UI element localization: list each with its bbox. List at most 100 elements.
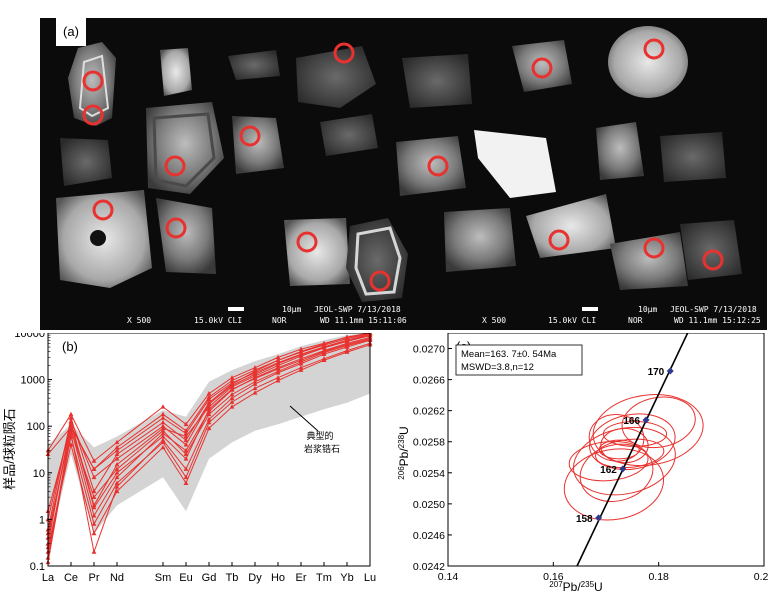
y-tick-label: 0.0262	[413, 406, 445, 418]
ree-data-point	[114, 439, 120, 445]
x-tick-label: 0.18	[648, 571, 669, 583]
ree-data-point	[91, 530, 97, 536]
ree-data-point	[252, 376, 258, 381]
footer-kv-right: 15.0kV CLI	[548, 316, 597, 325]
age-label: 158	[576, 514, 593, 525]
ree-series-line	[47, 335, 371, 544]
age-marker	[666, 367, 674, 375]
ree-data-point	[206, 411, 212, 417]
ree-data-point	[114, 466, 120, 471]
footer-nor-right: NOR	[628, 316, 643, 325]
ree-data-point	[91, 466, 97, 471]
footer-wd-right: WD 11.1mm 15:12:25	[674, 316, 761, 325]
footer-kv-left: 15.0kV CLI	[194, 316, 243, 325]
y-tick-label: 0.0270	[413, 344, 445, 356]
ree-data-point	[114, 444, 120, 450]
ree-data-point	[114, 456, 120, 461]
zircon-grains	[56, 26, 742, 302]
ree-data-point	[91, 549, 97, 554]
x-tick-label: Tm	[316, 572, 332, 584]
ree-data-point	[298, 352, 304, 357]
x-tick-label: Dy	[248, 572, 262, 584]
ree-data-point	[91, 513, 97, 518]
footer-scale-left: 10μm	[282, 305, 302, 314]
y-tick-label: 0.1	[30, 561, 45, 573]
ree-data-point	[275, 357, 281, 363]
ree-data-point	[252, 385, 258, 391]
error-ellipse	[602, 421, 668, 447]
envelope-label-2: 岩浆锆石	[304, 443, 340, 454]
y-tick-label: 0.0266	[413, 375, 445, 387]
ree-data-point	[344, 341, 350, 347]
y-tick-label: 1000	[21, 375, 45, 387]
ree-data-point	[114, 480, 120, 485]
ree-data-point	[68, 421, 74, 427]
ree-data-point	[91, 504, 97, 510]
plot-frame	[447, 333, 765, 567]
ree-pattern-chart: 0.1 1 10 100 1000 10000 La Ce Pr Nd Sm Eu Gd Tb Dy Ho Er…	[2, 333, 376, 584]
legend-box	[455, 344, 583, 376]
footer-scale-right: 10μm	[638, 305, 658, 314]
footer-wd-left: WD 11.1mm 15:11:06	[320, 316, 407, 325]
ree-data-point	[229, 375, 235, 380]
legend-mswd: MSWD=3.8,n=12	[461, 362, 534, 373]
ree-data-point	[91, 458, 97, 463]
ree-data-point	[229, 380, 235, 385]
series-layer	[45, 333, 373, 565]
error-ellipse	[579, 443, 654, 502]
ree-data-point	[160, 411, 166, 417]
ree-data-point	[298, 346, 304, 351]
age-label: 170	[648, 367, 665, 378]
ree-data-point	[160, 430, 166, 436]
ree-data-point	[206, 416, 212, 422]
ree-data-point	[160, 428, 166, 433]
ree-data-point	[114, 470, 120, 475]
analysis-spots	[82, 38, 724, 292]
ree-data-point	[114, 484, 120, 489]
footer-instrument-left: JEOL-SWP 7/13/2018	[314, 305, 401, 314]
ree-data-point	[321, 342, 327, 347]
y-axis-label: 206Pb/238U	[398, 426, 411, 479]
x-tick-label: Er	[296, 572, 307, 584]
ree-series-line	[47, 339, 371, 534]
ree-series-line	[47, 339, 371, 563]
ree-data-point	[183, 474, 189, 480]
ree-data-point	[91, 474, 97, 480]
footer-mag-right: X 500	[482, 316, 507, 325]
x-axis-label: 207Pb/235U	[549, 580, 602, 594]
x-tick-label: Tb	[226, 572, 239, 584]
panel-b-label: (b)	[62, 339, 78, 354]
y-axis-label: 样品/球粒陨石	[2, 408, 17, 490]
ree-data-point	[114, 451, 120, 457]
axes-layer: 0.14 0.16 0.18 0.20 0.0242 0.0246 0.0250 0.0254…	[413, 344, 768, 583]
ree-data-point	[91, 488, 97, 494]
x-tick-label: La	[42, 572, 55, 584]
ree-data-point	[252, 367, 258, 372]
ree-data-point	[229, 391, 235, 397]
ree-data-point	[68, 411, 74, 417]
panel-a-label: (a)	[56, 18, 86, 46]
x-tick-label: Gd	[202, 572, 217, 584]
legend-mean: Mean=163. 7±0. 54Ma	[461, 349, 557, 360]
y-tick-label: 0.0246	[413, 530, 445, 542]
y-tick-label: 10000	[14, 333, 45, 340]
y-tick-label: 10	[33, 468, 45, 480]
ree-data-point	[252, 371, 258, 377]
concordia-chart: 158 162 166 170 0.14 0.16 0.18 0.20 0.0242 0.024…	[398, 333, 768, 594]
ree-data-point	[229, 382, 235, 388]
zircon-grain	[320, 114, 378, 156]
ree-series-line	[47, 337, 371, 558]
age-marker	[642, 416, 650, 424]
x-tick-label: Yb	[340, 572, 353, 584]
ree-data-point	[275, 375, 281, 380]
age-marker	[595, 514, 603, 522]
ree-data-point	[160, 433, 166, 439]
ree-data-point	[206, 391, 212, 396]
zircon-grain	[156, 198, 216, 274]
ree-data-point	[160, 404, 166, 409]
age-label: 162	[600, 465, 617, 476]
error-ellipse	[568, 441, 649, 482]
footer-nor-left: NOR	[272, 316, 287, 325]
y-tick-label: 0.0242	[413, 561, 445, 573]
ree-data-point	[252, 365, 258, 370]
